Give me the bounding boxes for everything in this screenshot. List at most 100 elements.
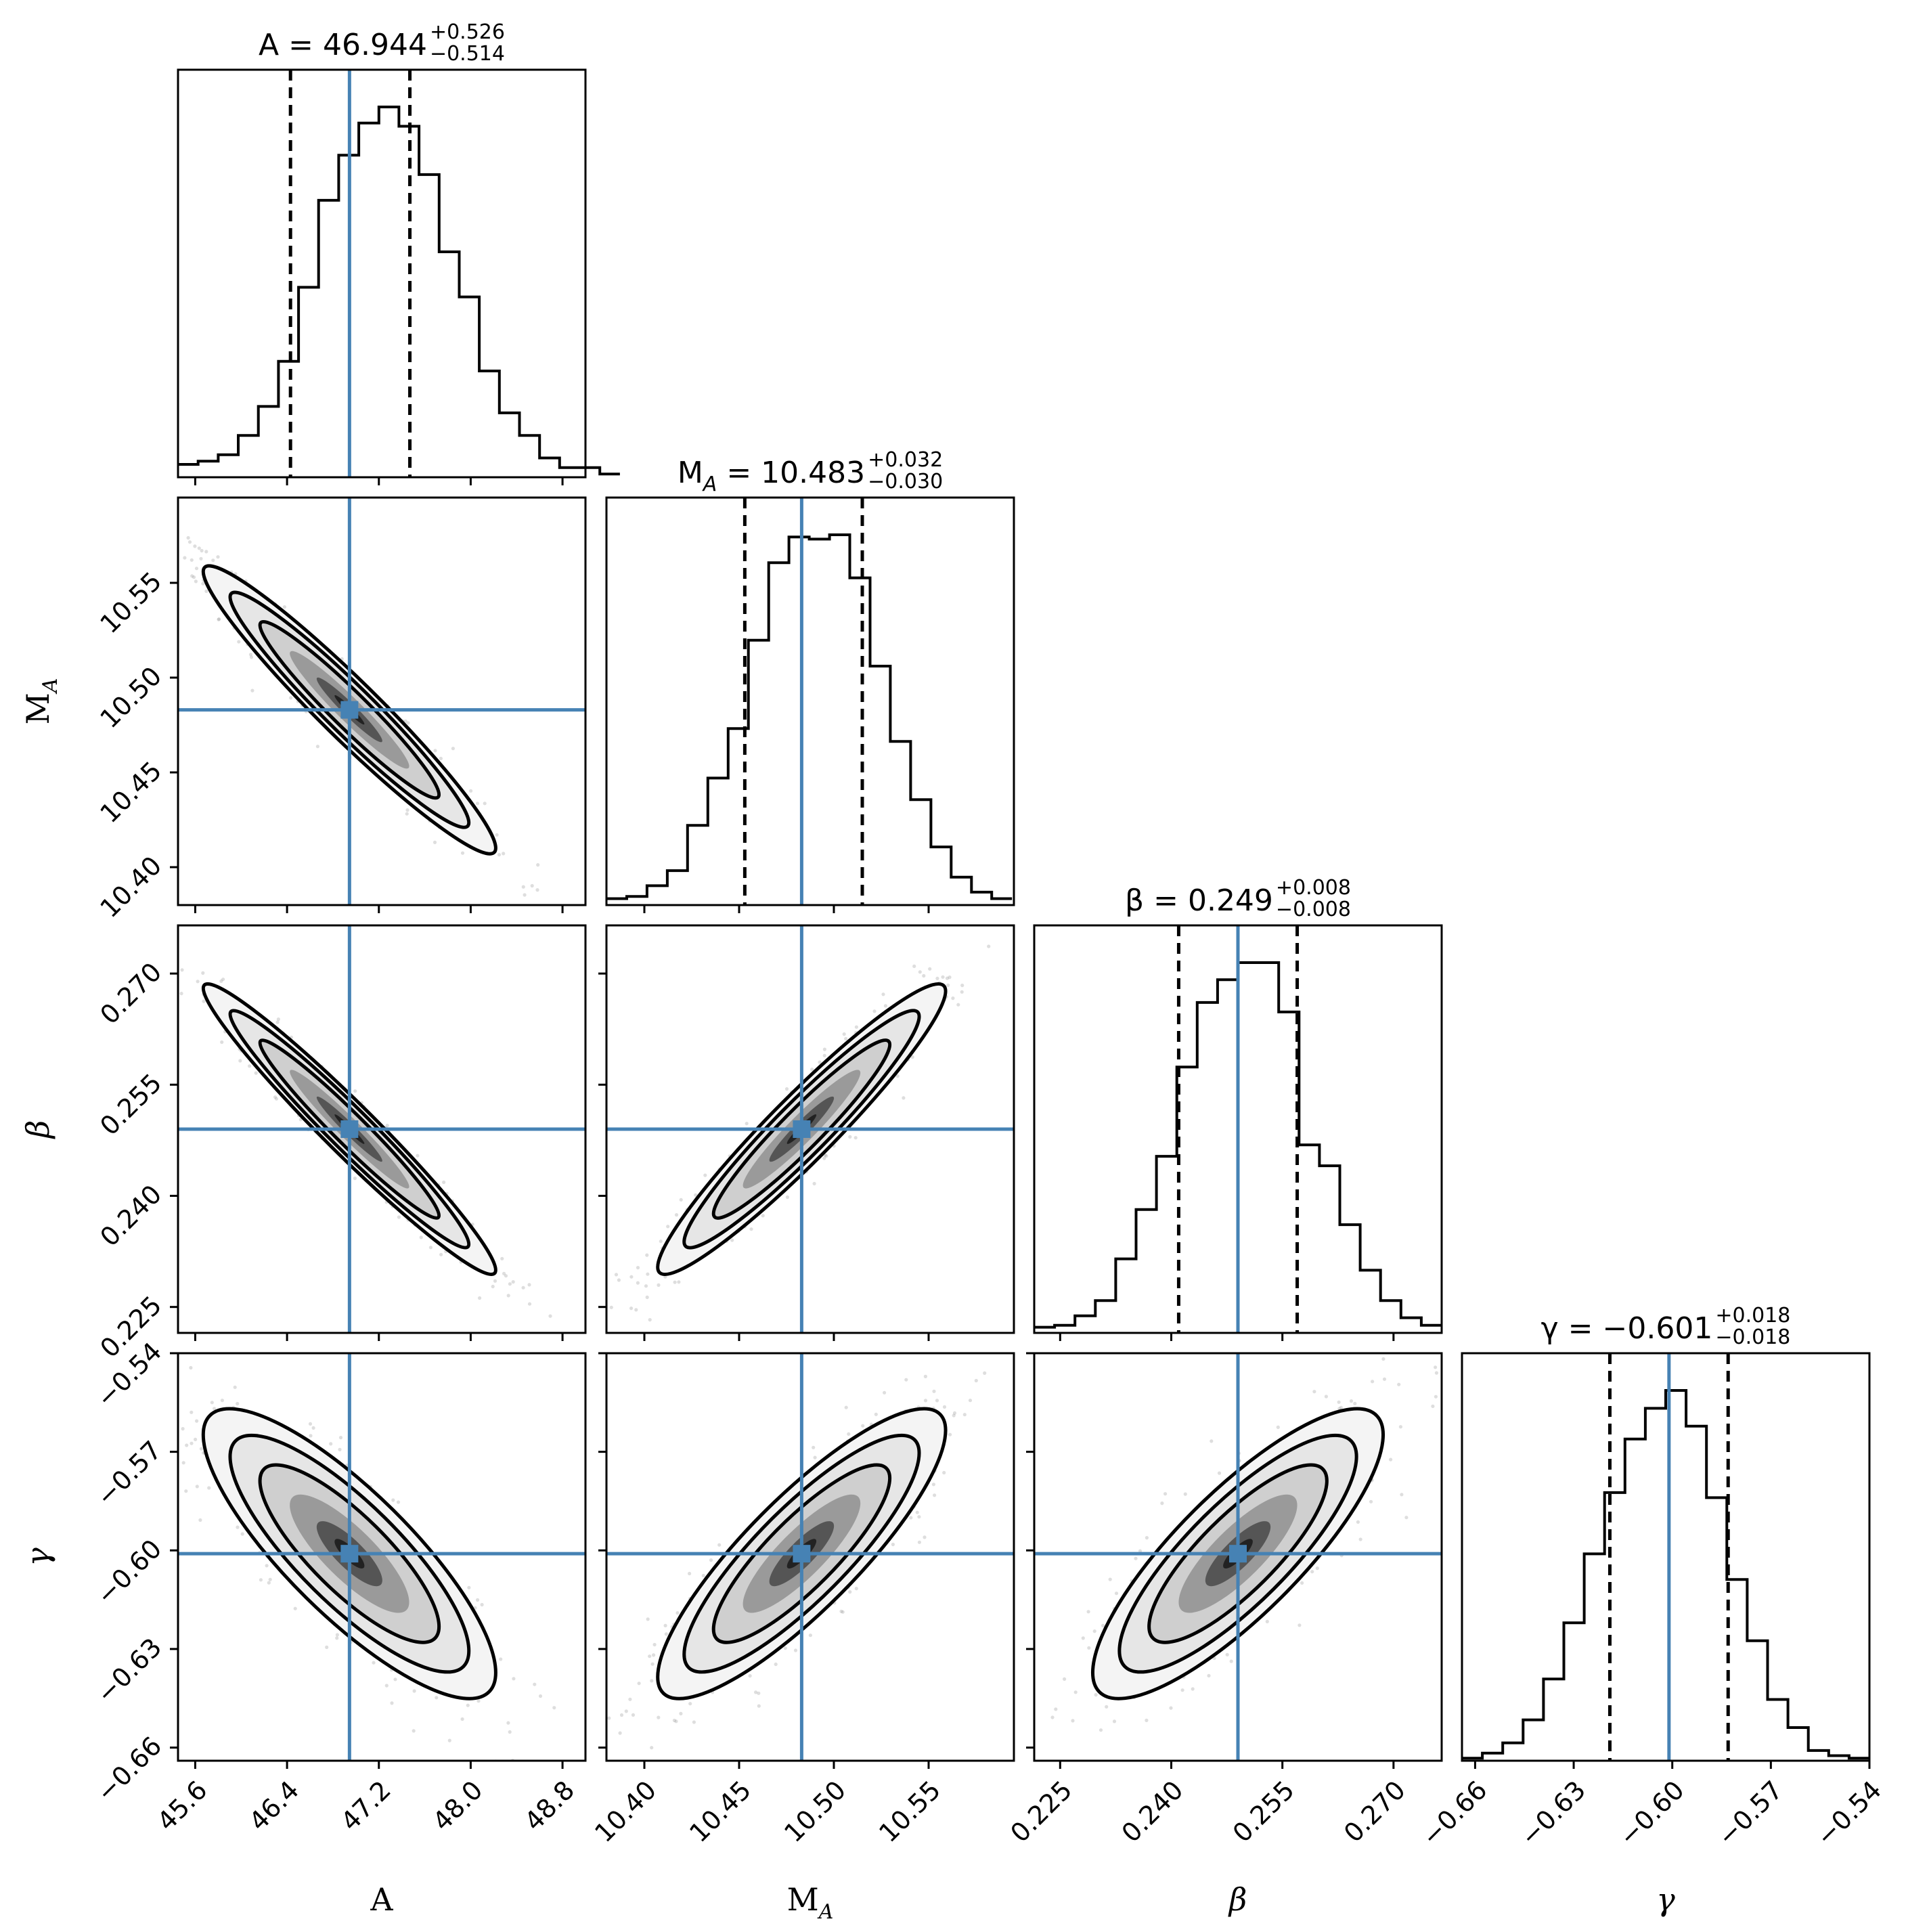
scatter-point	[941, 975, 945, 979]
scatter-point	[1312, 1390, 1316, 1394]
x-tick-label: −0.57	[1712, 1775, 1788, 1851]
title-plus-err: +0.032	[868, 448, 943, 472]
scatter-point	[467, 1585, 471, 1589]
scatter-point	[601, 1652, 604, 1655]
scatter-point	[1163, 1492, 1168, 1496]
scatter-point	[650, 1746, 654, 1750]
x-tick-label: 47.2	[335, 1775, 397, 1837]
y-tick-label: 0.240	[94, 1179, 167, 1252]
scatter-point	[385, 1124, 389, 1128]
scatter-point	[183, 556, 187, 560]
scatter-point	[607, 1716, 611, 1720]
scatter-point	[1310, 1570, 1314, 1574]
scatter-point	[614, 1273, 619, 1277]
scatter-point	[644, 1284, 648, 1288]
scatter-point	[619, 1713, 624, 1717]
contour-line	[228, 1009, 471, 1250]
title-minus-err: −0.008	[1276, 898, 1351, 921]
scatter-point	[1225, 1652, 1229, 1656]
scatter-point	[679, 1711, 683, 1715]
scatter-point	[1358, 1537, 1362, 1541]
scatter-point	[951, 996, 955, 1001]
scatter-point	[650, 1679, 654, 1683]
scatter-point	[915, 1510, 919, 1514]
scatter-point	[207, 1486, 211, 1490]
contour-line	[201, 1407, 497, 1700]
scatter-point	[757, 1691, 761, 1695]
x-tick-label: 45.6	[152, 1775, 213, 1837]
scatter-point	[186, 535, 190, 540]
scatter-point	[195, 1419, 199, 1423]
scatter-point	[219, 979, 223, 983]
x-tick-label: −0.60	[1613, 1775, 1689, 1851]
scatter-point	[636, 1281, 640, 1285]
scatter-point	[902, 1096, 906, 1100]
contour-line	[711, 1038, 892, 1220]
panel-frame	[1033, 1352, 1443, 1762]
scatter-point	[335, 1633, 339, 1637]
scatter-point	[1134, 1556, 1138, 1560]
truth-marker	[1229, 1545, 1247, 1563]
scatter-point	[476, 1598, 480, 1602]
histogram-step	[178, 106, 620, 476]
panel-frame	[1461, 1352, 1871, 1762]
scatter-point	[666, 1225, 670, 1229]
scatter-point	[810, 1068, 814, 1072]
panel-frame	[1033, 924, 1443, 1334]
scatter-point	[1050, 1715, 1055, 1719]
title-plus-err: +0.008	[1276, 876, 1351, 900]
panel-0-1	[177, 496, 587, 906]
scatter-point	[1145, 1536, 1149, 1540]
scatter-point	[433, 749, 437, 753]
scatter-point	[1180, 1688, 1184, 1692]
contour-line	[258, 1038, 441, 1220]
scatter-point	[923, 1399, 928, 1403]
scatter-point	[1094, 1693, 1098, 1697]
histogram-2: β = 0.249 +0.008−0.008	[1033, 876, 1443, 1334]
scatter-point	[1160, 1501, 1164, 1506]
scatter-point	[1353, 1401, 1357, 1405]
panel-1-3	[601, 1352, 1015, 1762]
scatter-point	[709, 1558, 713, 1562]
scatter-point	[1400, 1493, 1404, 1497]
scatter-point	[853, 1136, 858, 1140]
scatter-point	[439, 756, 443, 761]
scatter-point	[390, 1701, 394, 1705]
scatter-point	[883, 1004, 887, 1008]
scatter-point	[248, 1064, 252, 1068]
scatter-point	[1092, 1629, 1096, 1633]
scatter-point	[179, 992, 183, 996]
scatter-point	[393, 1677, 397, 1682]
contour-line	[258, 619, 441, 800]
scatter-point	[1381, 1357, 1385, 1361]
scatter-point	[193, 544, 197, 548]
scatter-point	[694, 1193, 698, 1197]
scatter-point	[419, 1235, 423, 1239]
y-tick-label: 0.270	[94, 957, 167, 1030]
scatter-point	[1298, 1623, 1302, 1627]
truth-marker	[340, 701, 359, 719]
panel-frame	[605, 924, 1015, 1334]
title-sub: A	[702, 473, 717, 496]
contour-line	[682, 1433, 921, 1674]
scatter-point	[1434, 1371, 1438, 1375]
scatter-point	[187, 540, 192, 544]
scatter-point	[180, 968, 184, 972]
scatter-point	[236, 1401, 240, 1406]
scatter-point	[948, 975, 952, 980]
scatter-point	[164, 1391, 168, 1395]
scatter-point	[502, 852, 506, 856]
scatter-point	[495, 833, 499, 837]
scatter-point	[822, 1156, 826, 1160]
scatter-point	[848, 1590, 852, 1594]
scatter-point	[338, 1436, 343, 1440]
scatter-point	[478, 1296, 482, 1300]
scatter-point	[917, 1515, 921, 1519]
y-tick-label: 10.55	[94, 566, 167, 639]
scatter-point	[282, 605, 286, 609]
scatter-point	[1276, 1425, 1280, 1429]
scatter-point	[1191, 1687, 1195, 1691]
scatter-point	[536, 863, 540, 867]
scatter-point	[249, 655, 254, 659]
